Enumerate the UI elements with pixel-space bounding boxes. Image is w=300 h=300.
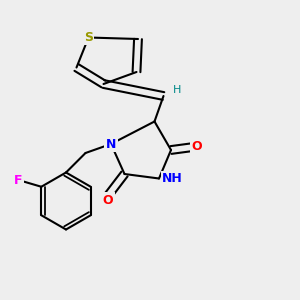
Text: N: N: [106, 137, 116, 151]
Text: S: S: [84, 31, 93, 44]
Text: F: F: [14, 174, 23, 187]
Text: H: H: [173, 85, 181, 95]
Text: O: O: [103, 194, 113, 207]
Text: NH: NH: [162, 172, 183, 185]
Text: O: O: [192, 140, 203, 154]
